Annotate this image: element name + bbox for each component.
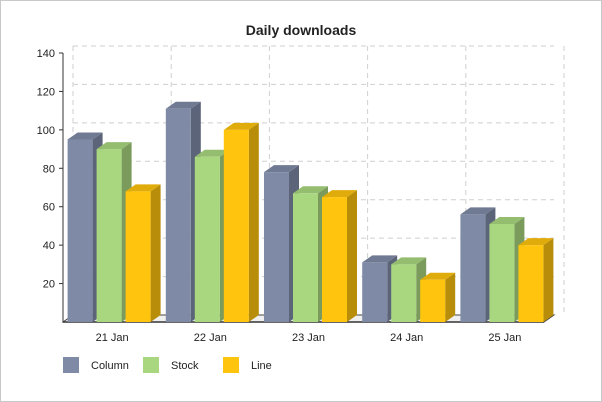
- legend: Column Stock Line: [63, 357, 272, 373]
- bar: [322, 190, 357, 322]
- bar-top-face: [194, 149, 230, 157]
- legend-swatch: [223, 357, 239, 373]
- legend-label: Column: [91, 360, 129, 372]
- bar-front-face: [518, 245, 544, 322]
- bar-top-face: [293, 186, 328, 194]
- bar-front-face: [420, 279, 446, 322]
- bar-front-face: [489, 224, 515, 322]
- bar-side-face: [347, 190, 357, 322]
- x-tick-label: 25 Jan: [488, 332, 521, 344]
- y-tick-label: 120: [37, 86, 55, 98]
- bar-top-face: [264, 165, 299, 173]
- bar: [125, 184, 161, 322]
- legend-swatch: [143, 357, 159, 373]
- bar-front-face: [96, 149, 122, 322]
- bar-top-face: [165, 101, 201, 109]
- bar-top-face: [223, 122, 259, 130]
- y-tick-label: 60: [43, 202, 55, 214]
- bar-front-face: [460, 214, 486, 322]
- x-tick-label: 23 Jan: [292, 332, 325, 344]
- bar-front-face: [194, 156, 220, 322]
- legend-swatch: [63, 357, 79, 373]
- bar-side-face: [150, 184, 161, 322]
- legend-item: Stock: [143, 357, 199, 373]
- legend-item: Line: [223, 357, 272, 373]
- bar-top-face: [322, 190, 357, 198]
- legend-label: Stock: [171, 360, 199, 372]
- x-tick-label: 22 Jan: [194, 332, 227, 344]
- chart-title: Daily downloads: [246, 22, 357, 38]
- bar-front-face: [165, 108, 191, 322]
- bar-top-face: [489, 217, 525, 225]
- legend-item: Column: [63, 357, 129, 373]
- y-tick-label: 140: [37, 48, 55, 60]
- bar-top-face: [420, 272, 456, 280]
- bar-front-face: [125, 191, 151, 322]
- bar-top-face: [96, 142, 132, 150]
- y-axis-ticks: 20 40 60 80 100 120 140: [37, 48, 63, 291]
- y-tick-label: 80: [43, 163, 55, 175]
- bar-side-face: [445, 272, 456, 322]
- y-tick-label: 40: [43, 240, 55, 252]
- bar-front-face: [391, 264, 417, 322]
- bar-front-face: [293, 193, 318, 322]
- x-tick-label: 21 Jan: [96, 332, 129, 344]
- bar: [518, 238, 554, 322]
- bars: [67, 101, 554, 322]
- bar-top-face: [67, 132, 103, 140]
- bar-front-face: [67, 139, 93, 322]
- bar-top-face: [391, 257, 427, 265]
- bar-top-face: [125, 184, 161, 192]
- x-axis-ticks: 21 Jan 22 Jan 23 Jan 24 Jan 25 Jan: [96, 332, 522, 344]
- bar: [223, 122, 259, 322]
- y-tick-label: 100: [37, 125, 55, 137]
- bar-front-face: [223, 129, 249, 322]
- legend-label: Line: [251, 360, 272, 372]
- x-tick-label: 24 Jan: [390, 332, 423, 344]
- bar: [420, 272, 456, 322]
- bar-front-face: [322, 197, 347, 322]
- y-tick-label: 20: [43, 279, 55, 291]
- bar-top-face: [460, 207, 496, 215]
- bar-front-face: [362, 262, 388, 322]
- bar-side-face: [543, 238, 554, 322]
- bar-front-face: [264, 172, 289, 322]
- bar-top-face: [362, 255, 398, 263]
- bar-top-face: [518, 238, 554, 246]
- bar-side-face: [248, 122, 259, 322]
